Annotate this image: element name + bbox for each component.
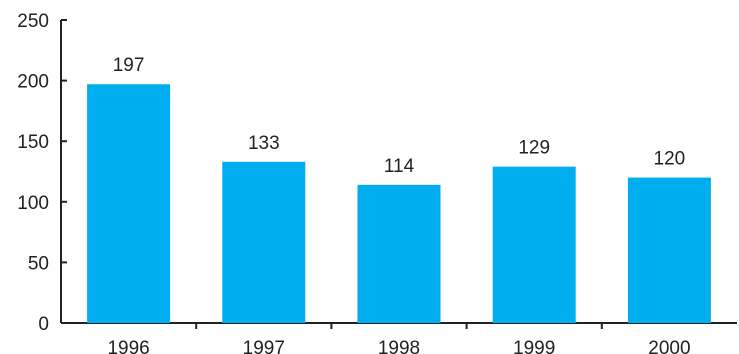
y-tick-label: 200	[17, 72, 49, 93]
data-labels: 197 133 114 129 120	[113, 55, 686, 177]
x-tick-label-2000: 2000	[648, 338, 690, 354]
bar-1999	[492, 166, 576, 323]
bars	[87, 84, 711, 324]
bar-1996	[87, 84, 171, 324]
bar-2000	[627, 177, 711, 323]
y-tick-label: 250	[17, 11, 49, 32]
y-axis: 0 50 100 150 200 250	[17, 11, 67, 335]
data-label-1999: 129	[518, 138, 550, 159]
y-tick-label: 100	[17, 193, 49, 214]
x-tick-label-1997: 1997	[243, 338, 285, 354]
x-tick-label-1998: 1998	[378, 338, 420, 354]
y-tick-label: 0	[38, 314, 49, 335]
x-tick-label-1999: 1999	[513, 338, 555, 354]
data-label-1996: 197	[113, 55, 145, 76]
data-label-1998: 114	[384, 156, 415, 177]
y-tick-label: 50	[28, 253, 49, 274]
x-tick-label-1996: 1996	[107, 338, 149, 354]
x-axis: 1996 1997 1998 1999 2000	[61, 322, 737, 354]
data-label-2000: 120	[654, 149, 686, 170]
data-label-1997: 133	[248, 133, 280, 154]
bar-1997	[222, 161, 306, 323]
bar-1998	[357, 184, 441, 323]
y-tick-label: 150	[17, 132, 49, 153]
